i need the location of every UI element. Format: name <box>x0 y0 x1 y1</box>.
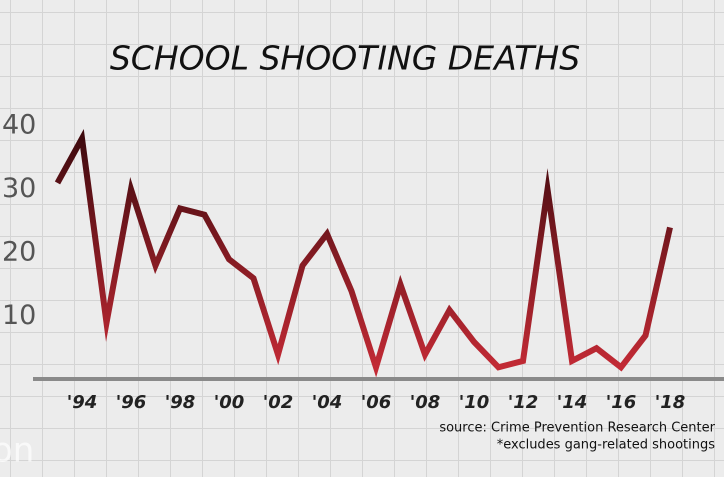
y-tick-label: 20 <box>2 236 36 267</box>
x-tick-label: '08 <box>410 392 441 413</box>
x-tick-label: '10 <box>459 392 490 413</box>
y-tick-label: 30 <box>2 173 36 204</box>
line <box>54 129 673 378</box>
y-tick-label: 10 <box>2 300 36 331</box>
note: *excludes gang-related shootings <box>497 438 716 453</box>
x-tick-label: '16 <box>606 392 637 413</box>
watermark: on <box>0 431 34 471</box>
x-tick-label: '12 <box>508 392 539 413</box>
y-tick-label: 40 <box>2 109 36 140</box>
source: source: Crime Prevention Research Center <box>439 421 715 436</box>
x-tick-label: '06 <box>361 392 392 413</box>
x-tick-label: '98 <box>165 392 196 413</box>
x-tick-label: '18 <box>655 392 686 413</box>
x-tick-label: '02 <box>263 392 294 413</box>
x-tick-label: '00 <box>214 392 245 413</box>
x-tick-label: '94 <box>67 392 98 413</box>
chart-title: SCHOOL SHOOTING DEATHS <box>110 39 580 78</box>
x-tick-label: '04 <box>312 392 343 413</box>
x-tick-label: '14 <box>557 392 588 413</box>
x-tick-label: '96 <box>116 392 147 413</box>
